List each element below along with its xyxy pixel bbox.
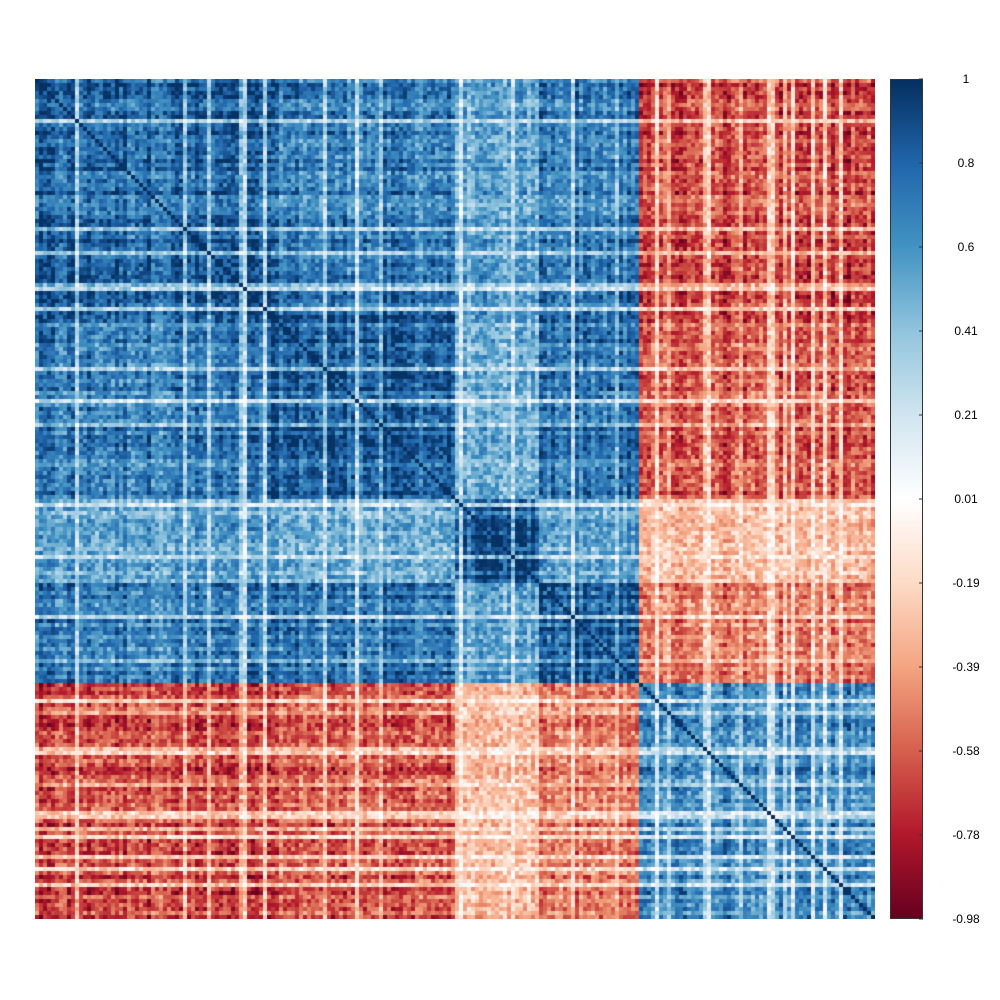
- colorbar-tick-label: -0.19: [952, 576, 980, 590]
- colorbar-tick-label: -0.98: [952, 912, 980, 926]
- colorbar-tick-label: 0.01: [954, 492, 978, 506]
- colorbar-tick-label: -0.39: [952, 660, 980, 674]
- colorbar-tick-label: -0.58: [952, 744, 980, 758]
- colorbar: [890, 79, 923, 919]
- colorbar-tick-label: 0.8: [958, 156, 975, 170]
- colorbar-tick-label: -0.78: [952, 828, 980, 842]
- colorbar-tick-label: 0.6: [958, 240, 975, 254]
- colorbar-tick-label: 0.41: [954, 324, 978, 338]
- colorbar-tick-label: 0.21: [954, 408, 978, 422]
- heatmap-plot-area: [35, 79, 875, 919]
- colorbar-tick-label: 1: [963, 72, 970, 86]
